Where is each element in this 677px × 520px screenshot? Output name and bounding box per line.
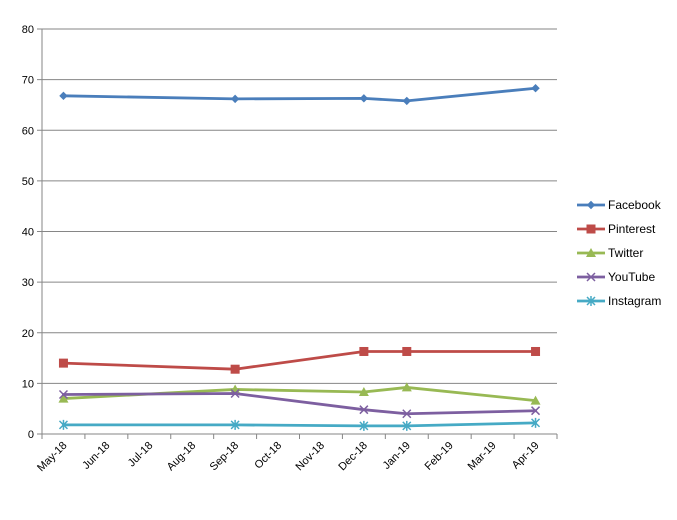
x-tick-label: Aug-18: [165, 440, 199, 474]
marker-diamond: [586, 200, 596, 210]
marker-diamond: [230, 94, 240, 104]
legend-item-instagram: Instagram: [577, 294, 661, 308]
marker-x: [58, 389, 68, 400]
legend-label: YouTube: [608, 270, 655, 284]
x-axis-tick-labels: May-18 Jun-18 Jul-18 Aug-18 Sep-18 Oct-18 Nov-…: [35, 440, 542, 474]
series-group: [58, 84, 541, 431]
marker-triangle: [401, 382, 412, 392]
marker-x: [402, 409, 412, 419]
series-instagram: [58, 417, 541, 431]
gridlines: [42, 28, 557, 384]
marker-square: [586, 224, 596, 234]
marker-star: [230, 419, 240, 430]
x-tick-label: Dec-18: [336, 440, 370, 474]
legend-label: Pinterest: [608, 222, 656, 236]
marker-square: [531, 346, 541, 356]
x-tick-label: Apr-19: [510, 440, 542, 472]
marker-x: [586, 272, 596, 282]
marker-square: [58, 358, 68, 368]
marker-square: [230, 364, 240, 374]
marker-star: [402, 420, 412, 431]
legend-label: Instagram: [608, 294, 661, 308]
y-tick-label: 20: [22, 328, 34, 340]
y-tick-label: 70: [22, 75, 34, 87]
legend-label: Twitter: [608, 246, 643, 260]
marker-triangle: [358, 386, 369, 396]
series-youtube: [58, 388, 541, 419]
marker-diamond: [359, 94, 369, 103]
y-tick-label: 40: [22, 227, 34, 239]
legend-item-twitter: Twitter: [577, 246, 643, 260]
marker-star: [58, 419, 68, 430]
y-tick-label: 60: [22, 125, 34, 137]
series-pinterest: [58, 346, 541, 374]
x-tick-label: Nov-18: [294, 440, 328, 474]
y-axis-tick-labels: 0 10 20 30 40 50 60 70 80: [22, 24, 34, 441]
legend: Facebook Pinterest Twitter YouTube Instagram: [577, 198, 662, 308]
x-tick-label: Mar-19: [466, 440, 499, 473]
marker-triangle: [586, 248, 596, 257]
series-facebook: [59, 84, 540, 106]
x-tick-label: Sep-18: [208, 440, 242, 474]
marker-diamond: [402, 96, 411, 106]
x-tick-label: Oct-18: [252, 440, 284, 472]
series-line: [62, 392, 537, 416]
x-tick-label: Jun-18: [80, 440, 112, 472]
marker-square: [359, 346, 369, 356]
x-tick-label: Jul-18: [126, 440, 156, 470]
marker-triangle: [58, 393, 69, 403]
axes: [37, 28, 558, 439]
marker-x: [531, 406, 541, 416]
y-tick-label: 10: [22, 378, 34, 390]
marker-square: [402, 346, 412, 356]
legend-item-pinterest: Pinterest: [577, 222, 656, 236]
series-line: [62, 350, 537, 371]
x-tick-label: Jan-19: [381, 440, 413, 472]
series-line: [62, 86, 537, 103]
x-tick-label: Feb-19: [423, 440, 456, 473]
marker-x: [359, 405, 369, 415]
marker-star: [531, 417, 541, 428]
y-tick-label: 80: [22, 24, 34, 36]
series-line: [62, 421, 537, 428]
legend-item-facebook: Facebook: [577, 198, 662, 212]
x-tick-label: May-18: [35, 440, 69, 474]
marker-triangle: [530, 395, 541, 405]
y-tick-label: 50: [22, 176, 34, 188]
y-tick-label: 0: [28, 429, 34, 441]
marker-star: [359, 420, 369, 431]
y-tick-label: 30: [22, 277, 34, 289]
marker-x: [230, 388, 240, 399]
marker-diamond: [531, 84, 540, 93]
marker-diamond: [59, 91, 68, 101]
legend-item-youtube: YouTube: [577, 270, 655, 284]
marker-star: [586, 296, 596, 306]
legend-label: Facebook: [608, 198, 662, 212]
